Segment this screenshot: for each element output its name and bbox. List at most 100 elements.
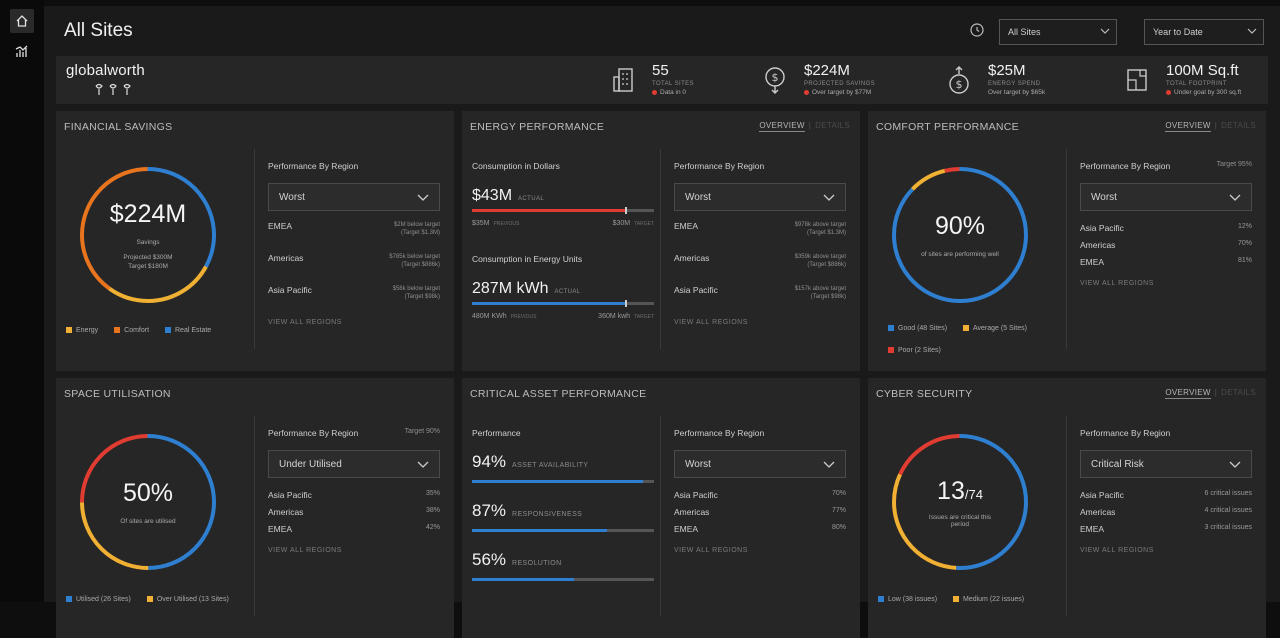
tab-overview[interactable]: OVERVIEW (1165, 388, 1211, 399)
region-row: EMEA $2M below target (Target $1.3M) (268, 221, 440, 243)
region-sort-select[interactable]: Worst (268, 183, 440, 211)
region-heading: Performance By Region Target 95% (1080, 161, 1252, 171)
region-sort-select[interactable]: Critical Risk (1080, 450, 1252, 478)
region-value-target: (Target $886k) (401, 262, 440, 268)
financial-savings-card: FINANCIAL SAVINGS $224M Savings Projecte… (56, 111, 454, 371)
view-all-regions-link[interactable]: VIEW ALL REGIONS (674, 319, 748, 326)
view-all-regions-link[interactable]: VIEW ALL REGIONS (268, 547, 342, 554)
region-sort-select[interactable]: Worst (674, 183, 846, 211)
units-progress-fill (472, 302, 625, 305)
home-icon[interactable] (10, 9, 34, 33)
metric-progress-fill (472, 480, 644, 483)
region-name: EMEA (1080, 524, 1105, 534)
legend-swatch (165, 327, 171, 334)
region-sort-select[interactable]: Under Utilised (268, 450, 440, 478)
metric-label: ASSET AVAILABILITY (512, 462, 589, 469)
region-row: EMEA $978k above target (Target $1.3M) (674, 221, 846, 243)
savings-caption: Savings (136, 239, 160, 246)
chevron-down-icon (417, 192, 429, 205)
dollars-value: $43M ACTUAL (472, 187, 654, 205)
legend-label: Comfort (124, 327, 150, 334)
legend-swatch (962, 325, 969, 332)
status-dot-icon (804, 89, 809, 95)
donut-segment-under-utilised (80, 434, 216, 570)
tab-details[interactable]: DETAILS (1221, 121, 1256, 130)
region-sort-select[interactable]: Worst (1080, 183, 1252, 211)
region-target: Target 95% (1216, 161, 1252, 168)
region-row: Asia Pacific 70% (674, 490, 846, 501)
cyber-value: 13/74 (937, 477, 983, 506)
metric-value-text: 56% (472, 550, 507, 569)
kpi-sub-text: Data in 0 (660, 89, 687, 96)
card-title: FINANCIAL SAVINGS (64, 121, 173, 133)
region-value: 70% (831, 490, 846, 497)
column-divider (660, 149, 661, 349)
kpi-sub: Data in 0 (652, 89, 686, 96)
tab-details[interactable]: DETAILS (1221, 388, 1256, 397)
units-value: 287M kWh ACTUAL (472, 280, 654, 298)
region-row: Americas 70% (1080, 240, 1252, 251)
legend-label: Good (48 Sites) (898, 325, 948, 332)
svg-text:$: $ (772, 71, 779, 84)
region-sort-select[interactable]: Worst (674, 450, 846, 478)
card-title: COMFORT PERFORMANCE (876, 121, 1019, 133)
region-row: Americas $785k below target (Target $886k) (268, 253, 440, 275)
dollars-heading: Consumption in Dollars (472, 161, 560, 171)
card-tabs: OVERVIEW | DETAILS (1165, 388, 1256, 399)
card-tabs: OVERVIEW | DETAILS (759, 121, 850, 132)
donut-segment-critical (892, 434, 1028, 570)
dashboard: All Sites All Sites Year to Date globalw… (44, 6, 1280, 638)
legend-label: Utilised (26 Sites) (76, 596, 131, 603)
tab-overview[interactable]: OVERVIEW (1165, 121, 1211, 132)
metric-value: 56% RESOLUTION (472, 550, 654, 570)
view-all-regions-link[interactable]: VIEW ALL REGIONS (1080, 280, 1154, 287)
scale-low: $35M PREVIOUS (472, 220, 519, 227)
period-filter-select[interactable]: Year to Date (1144, 19, 1264, 45)
tab-separator: | (808, 121, 812, 130)
legend-label: Average (5 Sites) (972, 325, 1027, 332)
region-value: $359k above target (Target $886k) (795, 253, 846, 269)
site-filter-select[interactable]: All Sites (999, 19, 1117, 45)
comfort-donut-chart (892, 167, 1028, 303)
legend-item: Good (48 Sites) (888, 325, 947, 332)
legend-item: Over Utilised (13 Sites) (146, 596, 229, 603)
critical-asset-card: CRITICAL ASSET PERFORMANCE Performance 9… (462, 378, 860, 638)
legend-item: Medium (22 issues) (952, 596, 1024, 603)
region-name: Asia Pacific (674, 285, 718, 295)
region-value: 81% (1237, 257, 1252, 264)
region-value-main: $785k below target (389, 254, 440, 260)
scale-low-value: 480M KWh (472, 313, 507, 320)
region-value: 38% (425, 507, 440, 514)
analytics-icon[interactable] (10, 40, 34, 64)
region-value: 80% (831, 524, 846, 531)
kpi-value: $224M (804, 62, 850, 79)
scale-high-unit: TARGET (634, 221, 654, 227)
chart-legend: Energy Comfort Real Estate (66, 327, 225, 334)
region-value: 6 critical issues (1204, 490, 1252, 497)
region-row: Americas 38% (268, 507, 440, 518)
region-name: Asia Pacific (1080, 490, 1124, 500)
metric-row: 94% ASSET AVAILABILITY (472, 452, 654, 483)
view-all-regions-link[interactable]: VIEW ALL REGIONS (674, 547, 748, 554)
kpi-value: 55 (652, 62, 669, 79)
region-name: EMEA (268, 524, 293, 534)
region-value-target: (Target $98k) (810, 294, 846, 300)
history-icon[interactable] (969, 22, 985, 43)
tab-overview[interactable]: OVERVIEW (759, 121, 805, 132)
floorplan-icon (1126, 66, 1150, 94)
donut-center: 13/74 Issues are critical this period (888, 430, 1032, 574)
region-heading: Performance By Region (674, 161, 765, 171)
kpi-sub: Over target by $77M (804, 89, 871, 96)
legend-swatch (66, 596, 72, 603)
view-all-regions-link[interactable]: VIEW ALL REGIONS (268, 319, 342, 326)
units-value-text: 287M kWh (472, 280, 549, 297)
kpi-summary-bar: globalworth 55 TOTAL SITES Data in 0 $ $… (56, 56, 1268, 104)
column-divider (660, 416, 661, 616)
tab-details[interactable]: DETAILS (815, 121, 850, 130)
region-name: Americas (268, 253, 304, 263)
region-row: Asia Pacific 6 critical issues (1080, 490, 1252, 501)
region-value-main: $2M below target (393, 222, 440, 228)
view-all-regions-link[interactable]: VIEW ALL REGIONS (1080, 547, 1154, 554)
chevron-down-icon (1229, 459, 1241, 472)
region-value-target: (Target $1.3M) (806, 230, 846, 236)
